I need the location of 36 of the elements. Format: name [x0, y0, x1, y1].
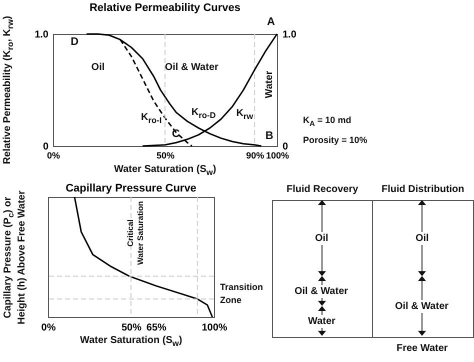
annotation: D: [70, 36, 79, 48]
annotation: Water: [264, 70, 275, 98]
series-label: K$_{ro-D}$: [191, 107, 216, 120]
x-axis-title: Water Saturation (S$_{w}$): [80, 335, 182, 348]
text: Free Water: [396, 342, 448, 354]
annotation: B: [265, 130, 274, 142]
chart-title: Relative Permeability Curves: [89, 2, 241, 14]
x-tick-label: 50%: [121, 322, 142, 334]
series-label: K$_{ro-I}$: [141, 112, 162, 125]
text: Oil: [416, 232, 429, 245]
text: Water: [308, 314, 336, 328]
x-tick-label: 100%: [202, 322, 228, 334]
annotation: Oil: [91, 62, 105, 74]
x-tick-label: 90%: [246, 150, 264, 160]
ref-line-label: Critical Water Saturation: [126, 201, 145, 265]
chart-title: Capillary Pressure Curve: [66, 182, 196, 194]
text: Oil: [315, 232, 328, 245]
text: Fluid Distribution: [382, 184, 464, 195]
text: Oil & Water: [294, 284, 348, 298]
x-tick-label: 100%: [266, 150, 290, 160]
x-tick-label: 0%: [46, 150, 60, 160]
x-tick-label: 65%: [146, 322, 167, 334]
annotation: Oil & Water: [164, 62, 218, 74]
annotation: A: [267, 16, 276, 28]
series-label: K$_{rw}$: [236, 108, 254, 121]
text: Transition Zone: [220, 281, 264, 307]
text: Oil & Water: [395, 300, 449, 313]
y2-tick-label: 1.0: [282, 30, 297, 40]
y2-tick-label: 0: [282, 142, 288, 152]
text: K$_{A}$ = 10 md: [303, 114, 352, 128]
annotation: C: [172, 128, 180, 140]
x-axis-title: Water Saturation (S$_{w}$): [114, 164, 216, 177]
x-tick-label: 0%: [41, 322, 56, 334]
text: Porosity = 10%: [303, 134, 368, 145]
text: Fluid Recovery: [286, 184, 358, 195]
x-tick-label: 50%: [156, 150, 175, 160]
